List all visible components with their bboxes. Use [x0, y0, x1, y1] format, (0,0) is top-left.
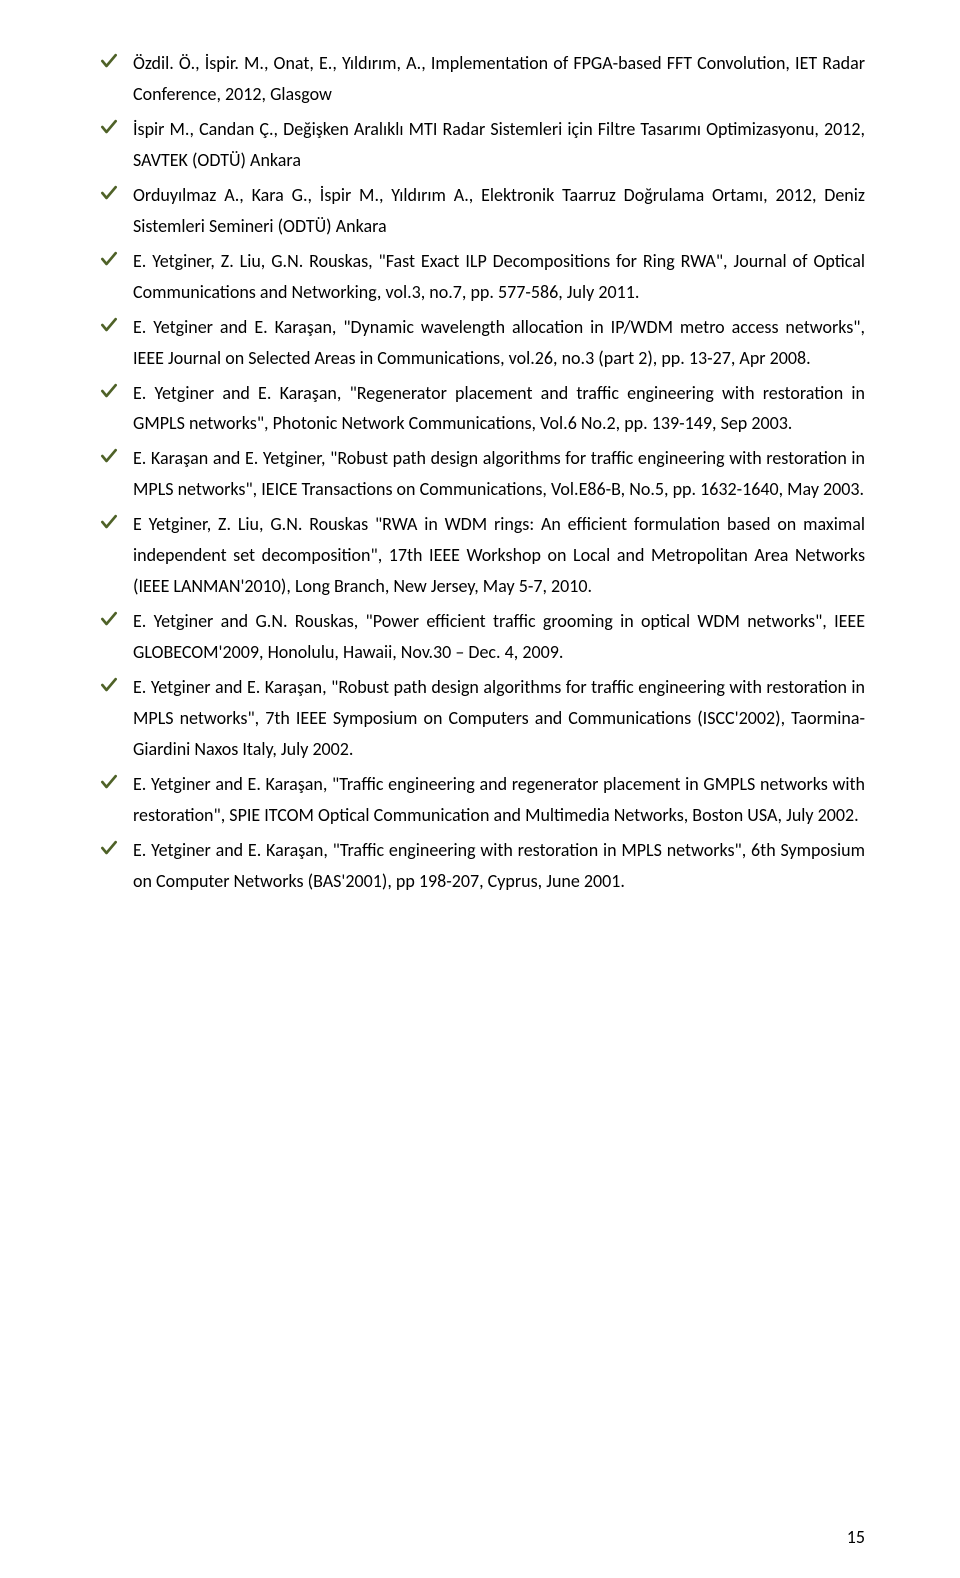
- publication-item: E. Yetginer and E. Karaşan, "Robust path…: [95, 672, 865, 765]
- publication-text: E. Yetginer and G.N. Rouskas, "Power eff…: [133, 610, 865, 663]
- check-icon: [99, 511, 119, 531]
- publication-text: E. Yetginer and E. Karaşan, "Traffic eng…: [133, 839, 865, 892]
- publication-item: İspir M., Candan Ç., Değişken Aralıklı M…: [95, 114, 865, 176]
- publication-item: E. Yetginer and G.N. Rouskas, "Power eff…: [95, 606, 865, 668]
- document-page: Özdil. Ö., İspir. M., Onat, E., Yıldırım…: [0, 0, 960, 1578]
- publication-text: E. Yetginer and E. Karaşan, "Dynamic wav…: [133, 316, 865, 369]
- check-icon: [99, 608, 119, 628]
- check-icon: [99, 380, 119, 400]
- publication-text: E. Yetginer and E. Karaşan, "Robust path…: [133, 676, 865, 760]
- publication-text: E. Yetginer, Z. Liu, G.N. Rouskas, "Fast…: [133, 250, 865, 303]
- check-icon: [99, 116, 119, 136]
- publication-item: Orduyılmaz A., Kara G., İspir M., Yıldır…: [95, 180, 865, 242]
- publication-item: E. Karaşan and E. Yetginer, "Robust path…: [95, 443, 865, 505]
- publication-text: İspir M., Candan Ç., Değişken Aralıklı M…: [133, 118, 865, 171]
- check-icon: [99, 445, 119, 465]
- publication-item: Özdil. Ö., İspir. M., Onat, E., Yıldırım…: [95, 48, 865, 110]
- check-icon: [99, 837, 119, 857]
- check-icon: [99, 314, 119, 334]
- publication-text: Orduyılmaz A., Kara G., İspir M., Yıldır…: [133, 184, 865, 237]
- publication-text: E. Karaşan and E. Yetginer, "Robust path…: [133, 447, 865, 500]
- publication-list: Özdil. Ö., İspir. M., Onat, E., Yıldırım…: [95, 48, 865, 897]
- check-icon: [99, 248, 119, 268]
- publication-text: E Yetginer, Z. Liu, G.N. Rouskas "RWA in…: [133, 513, 865, 597]
- check-icon: [99, 674, 119, 694]
- publication-item: E Yetginer, Z. Liu, G.N. Rouskas "RWA in…: [95, 509, 865, 602]
- publication-text: E. Yetginer and E. Karaşan, "Regenerator…: [133, 382, 865, 435]
- check-icon: [99, 771, 119, 791]
- publication-text: E. Yetginer and E. Karaşan, "Traffic eng…: [133, 773, 865, 826]
- publication-item: E. Yetginer and E. Karaşan, "Regenerator…: [95, 378, 865, 440]
- publication-text: Özdil. Ö., İspir. M., Onat, E., Yıldırım…: [133, 52, 865, 105]
- publication-item: E. Yetginer and E. Karaşan, "Dynamic wav…: [95, 312, 865, 374]
- check-icon: [99, 182, 119, 202]
- publication-item: E. Yetginer and E. Karaşan, "Traffic eng…: [95, 835, 865, 897]
- publication-item: E. Yetginer, Z. Liu, G.N. Rouskas, "Fast…: [95, 246, 865, 308]
- page-number: 15: [847, 1526, 865, 1548]
- publication-item: E. Yetginer and E. Karaşan, "Traffic eng…: [95, 769, 865, 831]
- check-icon: [99, 50, 119, 70]
